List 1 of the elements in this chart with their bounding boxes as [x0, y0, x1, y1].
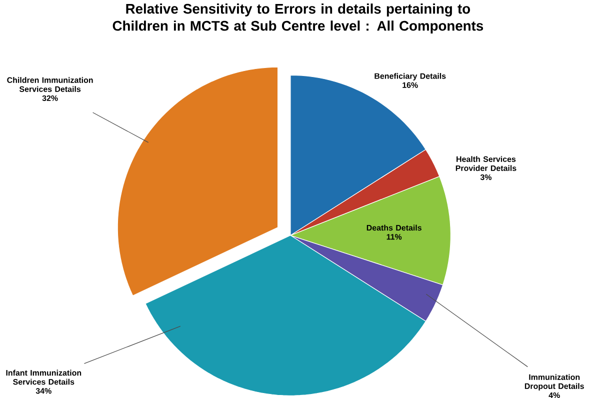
chart-title: Relative Sensitivity to Errors in details pertaining to Children in MCTS at Sub Centre level : All Components — [112, 4, 484, 34]
